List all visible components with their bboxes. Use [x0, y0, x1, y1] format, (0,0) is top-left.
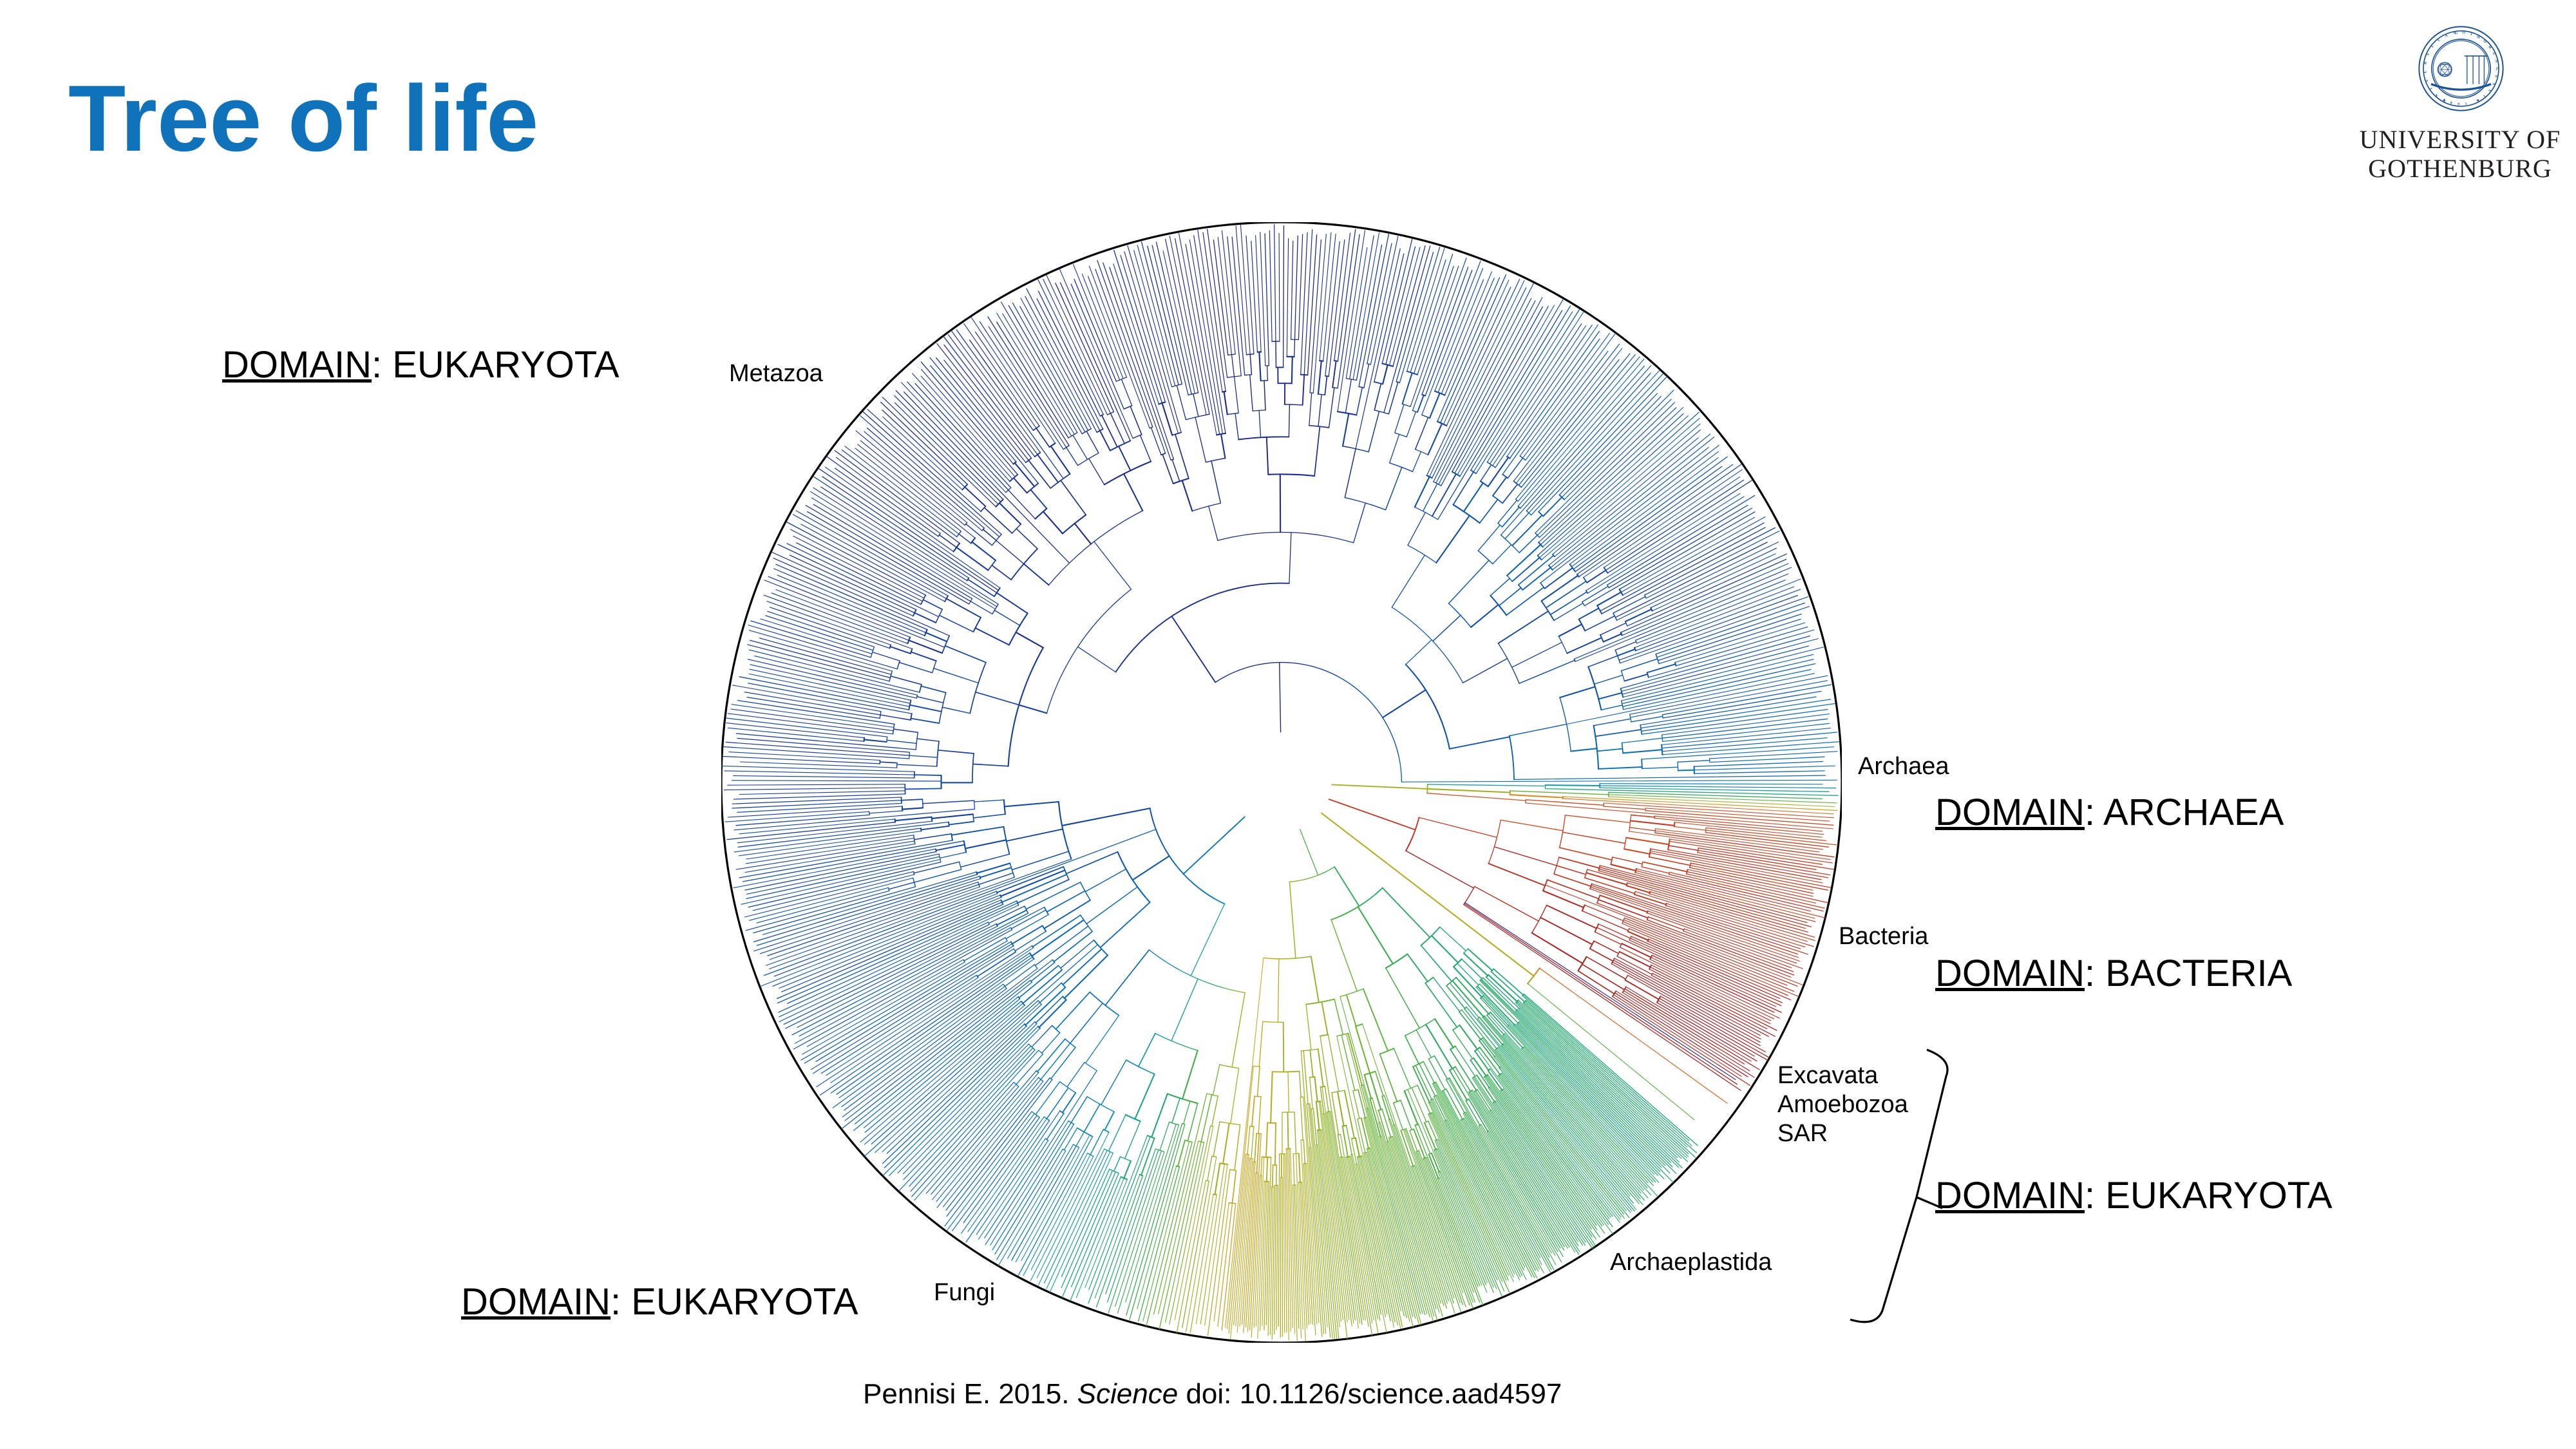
- svg-text:V: V: [2425, 78, 2430, 82]
- svg-text:R: R: [2424, 61, 2429, 65]
- svg-text:G: G: [2495, 68, 2499, 71]
- svg-text:A: A: [2445, 33, 2449, 39]
- svg-text:E: E: [2423, 70, 2427, 73]
- svg-text:N: N: [2491, 82, 2496, 86]
- svg-text:O: O: [2462, 31, 2465, 35]
- svg-text:T: T: [2437, 39, 2441, 43]
- svg-text:H: H: [2476, 35, 2481, 40]
- svg-text:N: N: [2494, 59, 2498, 63]
- svg-text:1: 1: [2465, 102, 2467, 106]
- svg-text:I: I: [2429, 86, 2434, 90]
- svg-text:S: S: [2487, 88, 2492, 93]
- svg-text:I: I: [2430, 45, 2435, 49]
- svg-text:T: T: [2470, 32, 2474, 37]
- svg-text:I: I: [2482, 94, 2486, 99]
- svg-text:E: E: [2494, 75, 2498, 78]
- svg-text:U: U: [2491, 52, 2496, 57]
- svg-text:G: G: [2454, 31, 2458, 35]
- svg-text:S: S: [2426, 52, 2430, 56]
- svg-text:9: 9: [2458, 102, 2459, 106]
